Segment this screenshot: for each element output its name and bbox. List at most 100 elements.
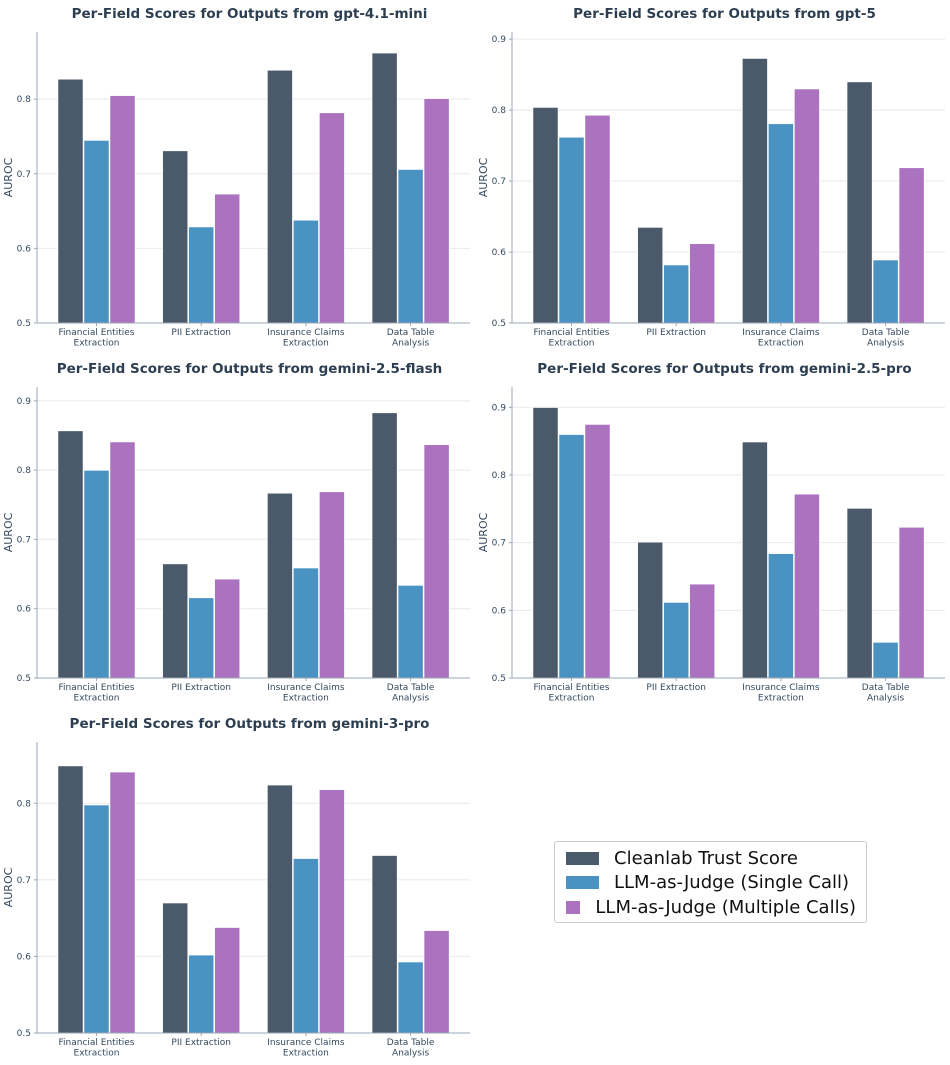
legend-label: Cleanlab Trust Score <box>614 847 798 869</box>
bar-single-call <box>558 136 585 324</box>
x-tick-label-line: Insurance Claims <box>742 683 820 693</box>
x-tick-label: Insurance Claims Extraction <box>742 328 820 349</box>
y-tick-label: 0.6 <box>17 244 32 254</box>
chart-title: Per-Field Scores for Outputs from gpt-5 <box>573 6 876 22</box>
x-tick-label-line: PII Extraction <box>646 683 706 693</box>
y-axis-label: AUROC <box>2 157 15 197</box>
bar-multiple-calls <box>584 114 611 324</box>
x-tick-label-line: Insurance Claims <box>267 1038 345 1048</box>
x-tick-label: PII Extraction <box>646 328 706 338</box>
bar-cleanlab <box>161 902 189 1034</box>
bar-single-call <box>187 954 215 1034</box>
x-tick-label-line: Extraction <box>283 339 329 349</box>
x-tick-label: Data Table Analysis <box>862 683 910 704</box>
bar-single-call <box>662 264 690 324</box>
y-axis-label: AUROC <box>477 157 490 197</box>
bar-cleanlab <box>532 106 559 324</box>
bar-multiple-calls <box>793 88 821 324</box>
x-tick-label: PII Extraction <box>171 1038 231 1048</box>
x-tick-label-line: Extraction <box>74 1049 120 1059</box>
bar-multiple-calls <box>213 926 241 1034</box>
x-tick-label: Financial Entities Extraction <box>534 328 610 349</box>
bar-cleanlab <box>57 430 84 679</box>
chart-4: Per-Field Scores for Outputs from gemini… <box>477 361 945 704</box>
y-tick-label: 0.9 <box>492 35 507 45</box>
bar-cleanlab <box>741 57 769 324</box>
bar-multiple-calls <box>109 771 136 1034</box>
bar-cleanlab <box>532 406 559 679</box>
bar-multiple-calls <box>318 788 346 1034</box>
chart-2: Per-Field Scores for Outputs from gpt-5 0… <box>477 6 945 349</box>
x-tick-label-line: Extraction <box>549 694 595 704</box>
bar-multiple-calls <box>584 423 611 679</box>
x-tick-label-line: Analysis <box>867 694 904 704</box>
y-tick-label: 0.7 <box>492 539 506 549</box>
y-tick-label: 0.8 <box>492 471 507 481</box>
bar-multiple-calls <box>213 578 241 679</box>
bar-single-call <box>187 226 215 324</box>
bar-multiple-calls <box>423 97 450 324</box>
bar-single-call <box>872 259 899 324</box>
x-tick-label-line: Extraction <box>549 339 595 349</box>
legend-swatch-multiple-calls <box>565 899 582 915</box>
bar-cleanlab <box>636 541 664 679</box>
x-tick-label: Data Table Analysis <box>387 683 435 704</box>
x-tick-label: PII Extraction <box>646 683 706 693</box>
bar-multiple-calls <box>213 193 241 324</box>
y-tick-label: 0.7 <box>492 177 506 187</box>
bar-cleanlab <box>846 507 873 679</box>
x-tick-label-line: Analysis <box>392 1049 429 1059</box>
legend-item-cleanlab: Cleanlab Trust Score <box>565 846 856 871</box>
x-tick-label-line: Extraction <box>758 694 804 704</box>
y-tick-label: 0.6 <box>492 248 507 258</box>
bar-single-call <box>83 804 110 1034</box>
bar-multiple-calls <box>423 444 450 679</box>
x-tick-label-line: Extraction <box>758 339 804 349</box>
y-tick-label: 0.8 <box>17 95 32 105</box>
x-tick-label-line: Insurance Claims <box>742 328 820 338</box>
legend-swatch-single-call <box>565 875 600 891</box>
bar-multiple-calls <box>318 112 346 324</box>
x-tick-label: Insurance Claims Extraction <box>267 328 345 349</box>
y-axis-label: AUROC <box>2 512 15 552</box>
x-tick-label: Data Table Analysis <box>387 1038 435 1059</box>
x-tick-label-line: Financial Entities <box>534 683 610 693</box>
bar-cleanlab <box>741 441 769 679</box>
bar-cleanlab <box>57 78 84 324</box>
y-tick-label: 0.6 <box>17 605 32 615</box>
bar-single-call <box>292 857 320 1034</box>
y-tick-label: 0.8 <box>17 466 32 476</box>
x-tick-label-line: Extraction <box>283 694 329 704</box>
bar-single-call <box>397 961 424 1034</box>
x-tick-label: Data Table Analysis <box>862 328 910 349</box>
bar-single-call <box>872 641 899 679</box>
y-tick-label: 0.5 <box>492 674 506 684</box>
chart-3: Per-Field Scores for Outputs from gemini… <box>2 361 470 704</box>
bar-multiple-calls <box>898 526 925 679</box>
chart-title: Per-Field Scores for Outputs from gemini… <box>70 716 430 732</box>
x-tick-label-line: Insurance Claims <box>267 683 345 693</box>
bar-single-call <box>187 597 215 679</box>
x-tick-label-line: PII Extraction <box>171 328 231 338</box>
legend-label: LLM-as-Judge (Multiple Calls) <box>595 896 856 918</box>
x-tick-label: Insurance Claims Extraction <box>267 1038 345 1059</box>
x-tick-label-line: Financial Entities <box>534 328 610 338</box>
bar-cleanlab <box>266 784 294 1034</box>
x-tick-label: Financial Entities Extraction <box>59 328 135 349</box>
bar-cleanlab <box>846 81 873 324</box>
y-tick-label: 0.9 <box>492 403 507 413</box>
x-tick-label: Insurance Claims Extraction <box>267 683 345 704</box>
bar-single-call <box>292 219 320 324</box>
y-tick-label: 0.9 <box>17 397 32 407</box>
x-tick-label-line: PII Extraction <box>171 683 231 693</box>
x-tick-label-line: Analysis <box>392 339 429 349</box>
bar-multiple-calls <box>423 929 450 1034</box>
x-tick-label-line: Analysis <box>867 339 904 349</box>
y-tick-label: 0.8 <box>17 799 32 809</box>
x-tick-label-line: PII Extraction <box>646 328 706 338</box>
legend-swatch-cleanlab <box>565 850 600 866</box>
y-tick-label: 0.7 <box>17 535 31 545</box>
x-tick-label: Insurance Claims Extraction <box>742 683 820 704</box>
x-tick-label-line: Financial Entities <box>59 1038 135 1048</box>
